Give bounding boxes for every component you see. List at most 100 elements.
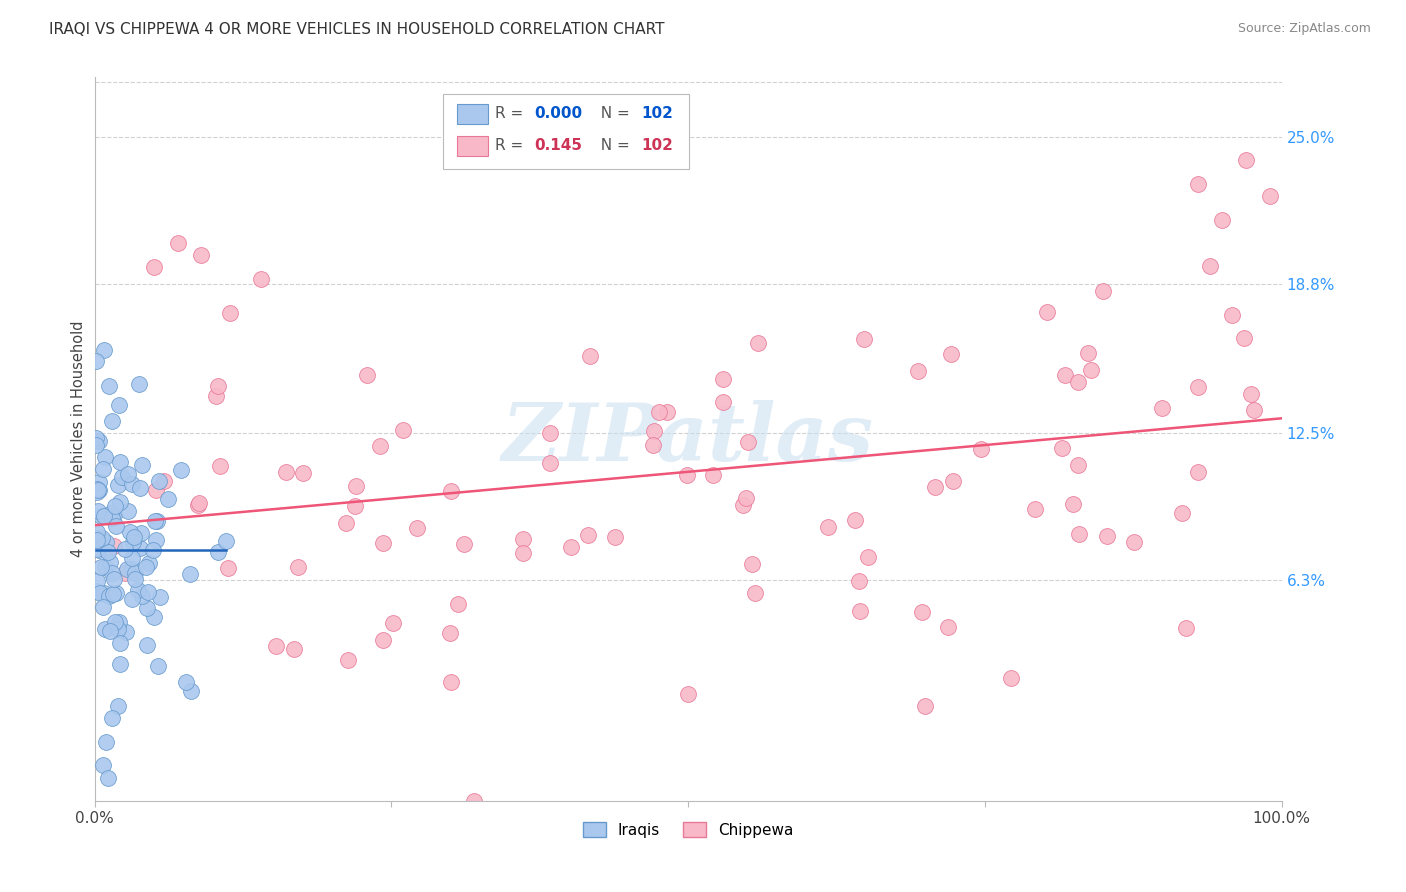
Point: [145, 533, 167, 548]
Point: [117, 504, 139, 518]
Point: [100, 566, 122, 580]
Point: [283, 641, 305, 656]
Point: [741, 558, 763, 572]
Point: [405, 521, 427, 535]
Point: [744, 586, 766, 600]
Point: [110, 455, 132, 469]
Point: [209, 459, 232, 474]
Point: [87, 483, 110, 497]
Point: [453, 537, 475, 551]
Point: [512, 546, 534, 560]
Point: [576, 528, 599, 542]
Text: 0.145: 0.145: [534, 138, 582, 153]
Point: [127, 583, 149, 598]
Point: [146, 514, 169, 528]
Point: [98, 590, 121, 604]
Point: [138, 557, 160, 571]
Point: [104, 499, 127, 513]
Point: [911, 605, 934, 619]
Point: [1240, 386, 1263, 401]
Point: [1067, 375, 1090, 389]
Point: [1054, 368, 1077, 383]
Point: [446, 597, 468, 611]
Point: [157, 491, 180, 506]
Point: [292, 466, 315, 480]
Point: [103, 572, 125, 586]
Point: [579, 349, 602, 363]
Point: [94, 559, 117, 574]
Y-axis label: 4 or more Vehicles in Household: 4 or more Vehicles in Household: [72, 321, 86, 558]
Point: [148, 658, 170, 673]
Point: [215, 534, 238, 549]
Point: [335, 516, 357, 530]
Point: [98, 555, 121, 569]
Point: [136, 585, 159, 599]
Point: [90, 509, 112, 524]
Point: [101, 511, 124, 525]
Text: 102: 102: [641, 106, 673, 120]
Point: [128, 377, 150, 392]
Text: 0.000: 0.000: [534, 106, 582, 120]
Point: [108, 615, 131, 630]
Point: [142, 543, 165, 558]
Point: [264, 639, 287, 653]
Point: [711, 372, 734, 386]
Point: [1187, 465, 1209, 479]
Point: [1211, 212, 1233, 227]
Point: [939, 347, 962, 361]
Point: [368, 439, 391, 453]
Point: [560, 541, 582, 555]
Point: [142, 609, 165, 624]
Point: [108, 398, 131, 412]
Point: [121, 476, 143, 491]
Point: [86, 484, 108, 499]
Point: [136, 639, 159, 653]
Point: [93, 343, 115, 358]
Point: [643, 424, 665, 438]
Point: [1067, 458, 1090, 472]
Point: [100, 507, 122, 521]
Point: [153, 474, 176, 488]
Point: [276, 465, 298, 479]
Point: [101, 587, 124, 601]
Point: [103, 539, 125, 553]
Point: [89, 483, 111, 497]
Point: [1199, 259, 1222, 273]
Text: ZIPatlas: ZIPatlas: [502, 401, 875, 478]
Point: [129, 525, 152, 540]
Point: [1095, 529, 1118, 543]
Point: [107, 698, 129, 713]
Point: [96, 545, 118, 559]
Text: N =: N =: [591, 106, 634, 120]
Point: [1024, 501, 1046, 516]
Point: [114, 542, 136, 557]
Point: [249, 272, 271, 286]
Point: [104, 615, 127, 629]
Point: [91, 462, 114, 476]
Point: [856, 549, 879, 564]
Point: [105, 518, 128, 533]
Point: [84, 438, 107, 452]
Point: [1123, 535, 1146, 549]
Point: [94, 450, 117, 464]
Point: [131, 589, 153, 603]
Point: [107, 478, 129, 492]
Point: [371, 632, 394, 647]
Point: [1069, 527, 1091, 541]
Point: [86, 583, 108, 598]
Point: [1171, 506, 1194, 520]
Point: [84, 431, 107, 445]
Point: [344, 499, 367, 513]
Point: [86, 531, 108, 545]
Point: [747, 335, 769, 350]
Text: R =: R =: [495, 138, 533, 153]
Point: [711, 394, 734, 409]
Point: [1233, 331, 1256, 345]
Point: [87, 504, 110, 518]
Point: [174, 675, 197, 690]
Point: [970, 442, 993, 457]
Point: [122, 530, 145, 544]
Point: [702, 467, 724, 482]
Point: [942, 474, 965, 488]
Point: [217, 561, 239, 575]
